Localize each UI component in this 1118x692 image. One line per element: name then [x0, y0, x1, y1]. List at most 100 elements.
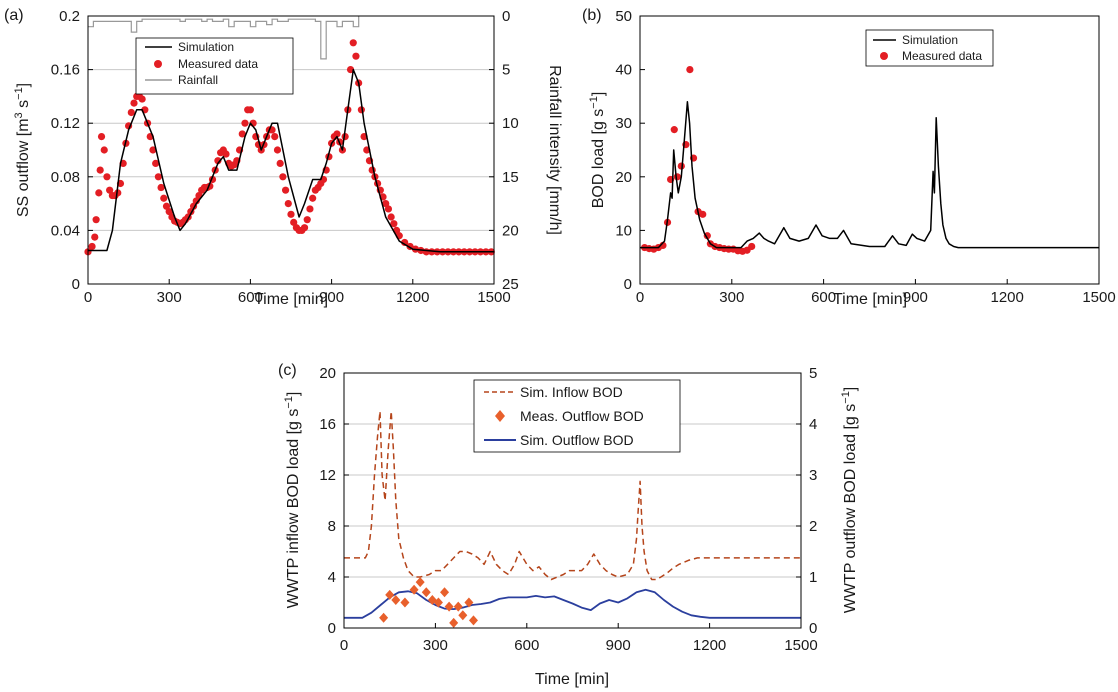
panel-c-x-tick-2: 600 — [514, 637, 539, 654]
panel-a-left-tick-2: 0.08 — [51, 169, 80, 186]
panel-c-right-tick-3: 3 — [809, 467, 817, 484]
panel-a-legend-simulation: Simulation — [178, 40, 234, 54]
panel-b-y-ticks: 0 10 20 30 40 50 — [615, 8, 645, 293]
panel-c-inflow-line — [344, 410, 801, 581]
panel-b-legend-measured-swatch — [880, 52, 888, 60]
panel-c-x-tick-1: 300 — [423, 637, 448, 654]
panel-a-y-left-label: SS outflow [m3 s−1] — [13, 83, 32, 217]
panel-a-measured-point-72 — [276, 159, 284, 167]
panel-a-x-tick-2: 600 — [238, 289, 263, 306]
panel-c-legend-outflow: Sim. Outflow BOD — [520, 432, 634, 448]
panel-a-label: (a) — [4, 7, 24, 24]
panel-c-measured-point-4 — [409, 584, 419, 595]
panel-a-x-label: Time [min] — [254, 291, 328, 308]
panel-b-legend: Simulation Measured data — [865, 29, 994, 67]
panel-c-left-ticks: 0 4 8 12 16 20 — [319, 365, 349, 637]
panel-b-y-tick-1: 10 — [615, 222, 632, 239]
panel-b-x-tick-4: 1200 — [991, 289, 1024, 306]
panel-c-right-tick-1: 1 — [809, 569, 817, 586]
panel-c-measured-point-6 — [421, 587, 431, 598]
panel-b-x-label: Time [min] — [833, 291, 907, 308]
panel-a-left-tick-4: 0.16 — [51, 62, 80, 79]
panel-a-measured-point-31 — [165, 208, 173, 216]
panel-c-measured-point-10 — [444, 601, 454, 612]
panel-b-simulation-line — [640, 101, 1099, 249]
panel-a-measured-point-76 — [287, 210, 295, 218]
panel-a-measured-point-1 — [88, 242, 96, 251]
panel-a-right-ticks: 25 20 15 10 5 0 — [489, 8, 519, 293]
panel-a-measured-point-27 — [154, 173, 162, 181]
panel-b-y-tick-0: 0 — [624, 276, 632, 293]
panel-a-y-right-label: Rainfall intensity [mm/h] — [546, 65, 563, 235]
panel-a-left-tick-5: 0.2 — [59, 8, 80, 25]
panel-c-measured-point-9 — [440, 587, 450, 598]
panel-c-left-tick-2: 8 — [328, 518, 336, 535]
panel-a-measured-point-93 — [333, 130, 341, 138]
panel-a-measured-point-117 — [401, 238, 409, 247]
panel-c-x-tick-4: 1200 — [693, 637, 726, 654]
panel-b-y-tick-4: 40 — [615, 62, 632, 79]
panel-b-x-tick-3: 900 — [903, 289, 928, 306]
panel-a-measured-point-17 — [127, 108, 135, 117]
panel-a-measured-point-77 — [290, 218, 298, 226]
panel-c-measured-point-5 — [415, 577, 425, 588]
panel-a-measured-point-8 — [103, 173, 111, 181]
panel-a-measured-point-83 — [306, 205, 314, 213]
panel-c-left-tick-1: 4 — [328, 569, 336, 586]
panel-c-legend-measured-swatch — [495, 410, 505, 422]
panel-c-legend: Sim. Inflow BOD Meas. Outflow BOD Sim. O… — [473, 379, 681, 453]
panel-b-x-tick-1: 300 — [719, 289, 744, 306]
panel-a-measured-point-81 — [300, 224, 309, 232]
panel-a-measured-point-61 — [246, 106, 254, 114]
panel-a-measured-point-99 — [349, 39, 357, 47]
panel-c-right-tick-2: 2 — [809, 518, 817, 535]
panel-a-right-tick-1: 20 — [502, 222, 519, 239]
panel-a-measured-point-112 — [384, 205, 393, 213]
panel-a-legend: Simulation Measured data Rainfall — [135, 37, 294, 95]
panel-c-x-tick-3: 900 — [606, 637, 631, 654]
panel-a-measured-point-113 — [387, 213, 395, 221]
panel-b-frame — [639, 15, 1100, 285]
panel-c-left-tick-5: 20 — [319, 365, 336, 382]
panel-a-measured-point-59 — [241, 119, 249, 127]
panel-b-measured-point-14 — [699, 210, 707, 218]
panel-a-x-tick-0: 0 — [84, 289, 92, 306]
panel-b-measured-point-11 — [686, 66, 694, 74]
panel-b-x-tick-2: 600 — [811, 289, 836, 306]
panel-a-measured-point-111 — [382, 200, 390, 208]
panel-c-x-tick-5: 1500 — [784, 637, 817, 654]
panel-a-right-tick-3: 10 — [502, 115, 519, 132]
panel-a-measured-point-73 — [279, 173, 287, 181]
panel-c-measured-point-14 — [464, 597, 474, 608]
panel-b-simulation-series — [640, 101, 1099, 249]
panel-c-left-tick-0: 0 — [328, 620, 336, 637]
panel-a-frame — [87, 15, 495, 285]
panel-c-series — [344, 410, 801, 628]
panel-b-measured-point-7 — [670, 126, 678, 134]
panel-c-legend-inflow: Sim. Inflow BOD — [520, 384, 623, 400]
panel-a-right-tick-0: 25 — [502, 276, 519, 293]
panel-b-legend-measured: Measured data — [902, 49, 982, 63]
panel-a-legend-rainfall: Rainfall — [178, 73, 218, 87]
panel-a: (a) 0 300 600 900 1200 1500 0 0.04 0.08 0.12 0.16… — [4, 7, 563, 308]
panel-b-x-tick-5: 1500 — [1082, 289, 1115, 306]
panel-a-measured-point-28 — [157, 183, 165, 192]
panel-a-x-tick-4: 1200 — [396, 289, 429, 306]
panel-a-measured-point-114 — [390, 220, 398, 228]
panel-c-y-right-label: WWTP outflow BOD load [g s−1] — [840, 387, 859, 614]
panel-b-measured-point-9 — [677, 162, 685, 170]
panel-a-measured-point-5 — [96, 166, 104, 174]
panel-b-x-tick-0: 0 — [636, 289, 644, 306]
panel-a-measured-point-74 — [281, 186, 290, 194]
panel-c-right-tick-0: 0 — [809, 620, 817, 637]
panel-b-label: (b) — [582, 7, 602, 24]
panel-a-measured-point-71 — [273, 146, 282, 154]
panel-c-left-tick-3: 12 — [319, 467, 336, 484]
panel-a-measured-point-6 — [97, 133, 106, 141]
panel-b-legend-simulation: Simulation — [902, 33, 958, 47]
panel-c-measured-point-0 — [379, 612, 389, 623]
panel-a-measured-point-41 — [192, 197, 200, 205]
panel-a-left-ticks: 0 0.04 0.08 0.12 0.16 0.2 — [51, 8, 93, 293]
